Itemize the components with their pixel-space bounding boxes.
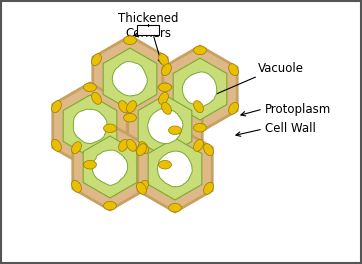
Ellipse shape — [159, 161, 172, 169]
Ellipse shape — [159, 92, 168, 104]
Ellipse shape — [127, 139, 136, 151]
Ellipse shape — [123, 114, 136, 122]
Ellipse shape — [169, 126, 181, 135]
Ellipse shape — [161, 102, 172, 114]
Polygon shape — [148, 138, 202, 200]
Ellipse shape — [159, 54, 168, 66]
Ellipse shape — [84, 161, 96, 169]
Ellipse shape — [194, 123, 206, 132]
Polygon shape — [157, 151, 192, 187]
Ellipse shape — [203, 182, 214, 194]
Ellipse shape — [161, 64, 172, 76]
Polygon shape — [92, 150, 128, 185]
Polygon shape — [148, 109, 183, 144]
Ellipse shape — [51, 139, 62, 151]
Text: Cell Wall: Cell Wall — [265, 122, 316, 135]
Text: Thickened
Corners: Thickened Corners — [118, 12, 178, 40]
Ellipse shape — [194, 139, 203, 151]
Ellipse shape — [159, 83, 172, 92]
Polygon shape — [73, 109, 107, 144]
Ellipse shape — [136, 182, 146, 194]
Polygon shape — [173, 58, 227, 120]
Ellipse shape — [169, 203, 181, 212]
Ellipse shape — [119, 139, 129, 151]
Polygon shape — [138, 126, 212, 212]
Ellipse shape — [139, 180, 148, 192]
Text: Protoplasm: Protoplasm — [265, 102, 331, 116]
Polygon shape — [83, 136, 137, 198]
Polygon shape — [53, 83, 127, 169]
Ellipse shape — [139, 142, 148, 154]
Polygon shape — [93, 36, 167, 122]
Ellipse shape — [127, 101, 136, 113]
Polygon shape — [63, 95, 117, 157]
Ellipse shape — [194, 101, 203, 113]
Ellipse shape — [104, 201, 117, 210]
Polygon shape — [138, 95, 192, 157]
Polygon shape — [73, 124, 147, 210]
Ellipse shape — [228, 102, 239, 114]
FancyBboxPatch shape — [137, 25, 159, 35]
Ellipse shape — [104, 124, 117, 133]
Polygon shape — [103, 48, 157, 110]
Ellipse shape — [84, 83, 96, 92]
Ellipse shape — [72, 142, 81, 154]
Polygon shape — [128, 83, 202, 169]
Ellipse shape — [194, 46, 206, 55]
Ellipse shape — [51, 101, 62, 113]
Ellipse shape — [228, 64, 239, 76]
Ellipse shape — [72, 180, 81, 192]
Text: Vacuole: Vacuole — [258, 63, 304, 76]
Ellipse shape — [203, 144, 214, 156]
Ellipse shape — [136, 144, 146, 156]
Ellipse shape — [119, 101, 129, 113]
Polygon shape — [163, 46, 237, 132]
Ellipse shape — [123, 36, 136, 45]
Ellipse shape — [92, 54, 101, 66]
Polygon shape — [182, 72, 217, 107]
Polygon shape — [112, 62, 147, 96]
Ellipse shape — [92, 92, 101, 104]
